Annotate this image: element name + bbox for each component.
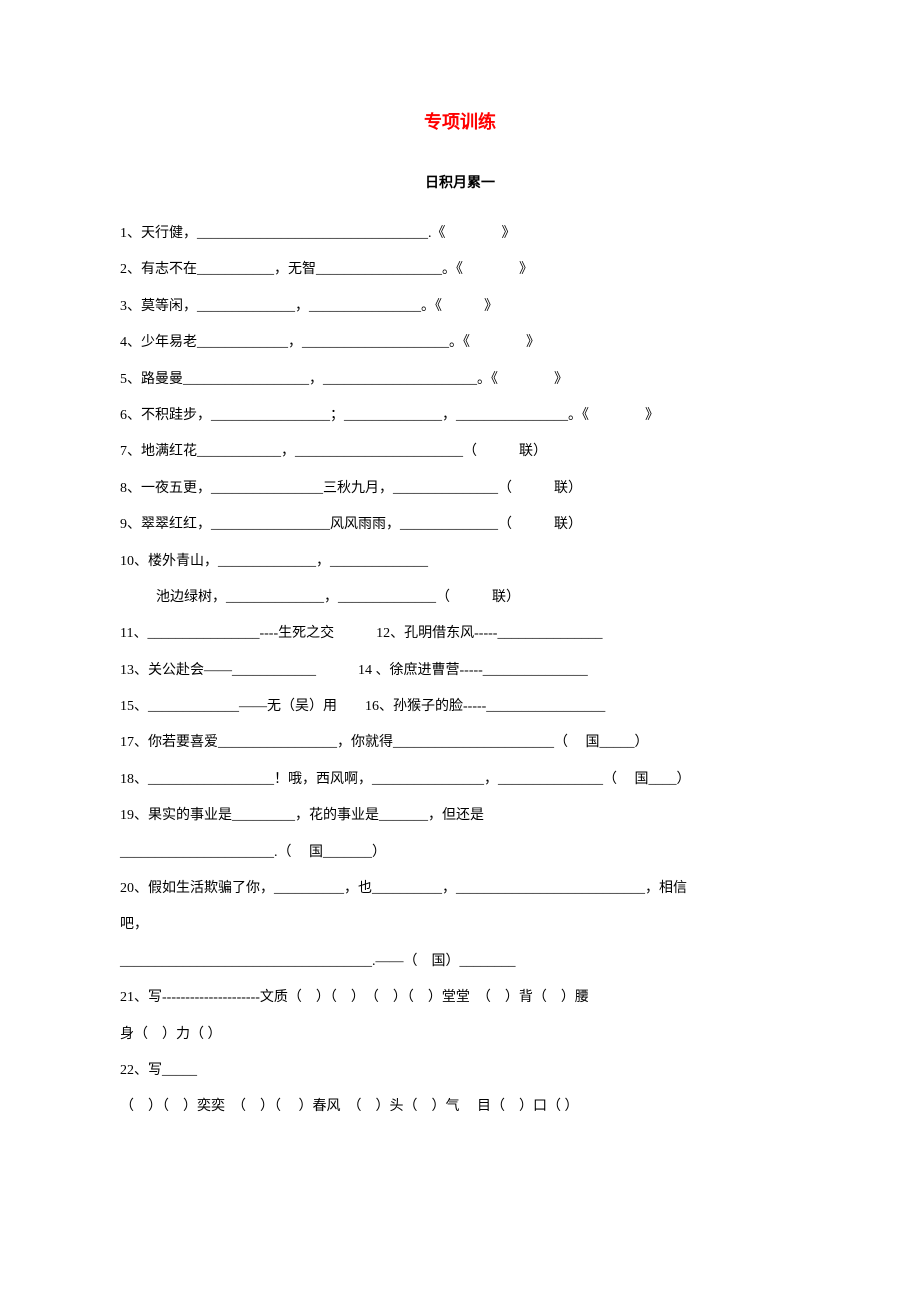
question-4: 4、少年易老_____________，____________________… — [120, 325, 800, 361]
question-15-16: 15、_____________——无（吴）用 16、孙猴子的脸-----___… — [120, 689, 800, 725]
question-21-line1: 21、写---------------------文质（ ）（ ） （ ）（ ）… — [120, 980, 800, 1016]
question-22-line1: 22、写_____ — [120, 1053, 800, 1089]
question-6: 6、不积跬步，_________________；______________，… — [120, 398, 800, 434]
question-20-line3: ____________________________________.——（… — [120, 944, 800, 980]
question-1: 1、天行健，_________________________________.… — [120, 216, 800, 252]
question-10-line1: 10、楼外青山，______________，______________ — [120, 544, 800, 580]
question-22-line2: （ ）（ ）奕奕 （ ）（ ）春风 （ ）头（ ）气 目（ ）口（ ） — [120, 1089, 800, 1125]
question-8: 8、一夜五更，________________三秋九月，____________… — [120, 471, 800, 507]
question-3: 3、莫等闲，______________，________________。《 … — [120, 289, 800, 325]
question-9: 9、翠翠红红，_________________风风雨雨，___________… — [120, 507, 800, 543]
question-19-line2: ______________________.（ 国_______） — [120, 835, 800, 871]
question-18: 18、__________________！哦，西风啊，____________… — [120, 762, 800, 798]
question-7: 7、地满红花____________，_____________________… — [120, 434, 800, 470]
question-11-12: 11、________________----生死之交 12、孔明借东风----… — [120, 616, 800, 652]
question-5: 5、路曼曼__________________，________________… — [120, 362, 800, 398]
question-19-line1: 19、果实的事业是_________，花的事业是_______，但还是 — [120, 798, 800, 834]
question-17: 17、你若要喜爱_________________，你就得___________… — [120, 725, 800, 761]
question-20-line2: 吧， — [120, 907, 800, 943]
question-20-line1: 20、假如生活欺骗了你，__________，也__________，_____… — [120, 871, 800, 907]
main-title: 专项训练 — [120, 108, 800, 134]
question-2: 2、有志不在___________，无智__________________。《… — [120, 252, 800, 288]
question-13-14: 13、关公赴会——____________ 14 、徐庶进曹营-----____… — [120, 653, 800, 689]
question-10-line2: 池边绿树，______________，______________（ 联） — [120, 580, 800, 616]
question-21-line2: 身（ ）力（ ） — [120, 1017, 800, 1053]
subtitle: 日积月累一 — [120, 172, 800, 192]
